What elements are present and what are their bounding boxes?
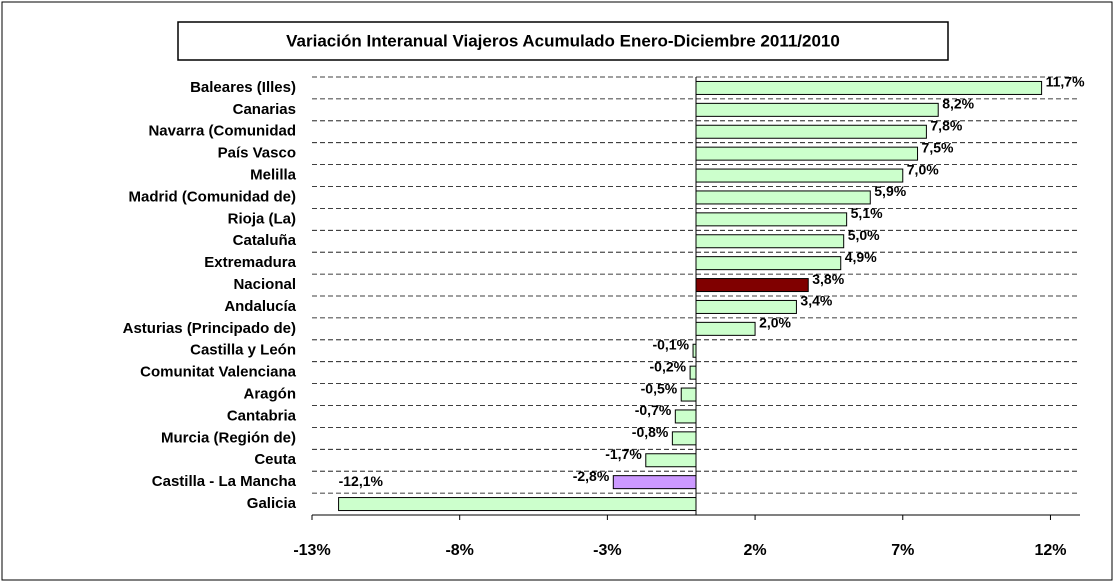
x-tick-label: -13% — [293, 542, 330, 559]
y-tick-label: Castilla y León — [190, 342, 296, 359]
bar — [695, 256, 842, 271]
value-label: 8,2% — [942, 96, 974, 112]
bar — [695, 321, 756, 336]
value-label: -12,1% — [339, 473, 384, 489]
y-tick-label: Andalucía — [224, 298, 296, 315]
value-label: -0,5% — [641, 380, 678, 396]
bar — [645, 453, 697, 468]
bar — [680, 387, 697, 402]
bar — [695, 190, 871, 205]
y-tick-label: Castilla - La Mancha — [152, 473, 297, 490]
y-tick-label: Baleares (Illes) — [190, 79, 296, 96]
title-box — [177, 21, 949, 61]
y-tick-label: Aragón — [244, 386, 297, 403]
chart-title: Variación Interanual Viajeros Acumulado … — [286, 31, 840, 50]
y-tick-label: Nacional — [233, 276, 296, 293]
value-label: 7,8% — [930, 117, 962, 133]
bar — [695, 234, 845, 249]
value-label: -0,8% — [632, 424, 669, 440]
bar — [695, 80, 1043, 95]
bar — [338, 497, 697, 512]
y-tick-label: Comunitat Valenciana — [140, 364, 297, 381]
x-tick-label: 2% — [744, 542, 767, 559]
value-label: -0,7% — [635, 402, 672, 418]
x-tick-label: -8% — [445, 542, 473, 559]
y-tick-label: Galicia — [247, 495, 297, 512]
y-tick-label: Canarias — [233, 101, 296, 118]
bar — [695, 168, 904, 183]
bar — [695, 102, 939, 117]
y-tick-label: Extremadura — [204, 254, 296, 271]
value-label: -1,7% — [605, 446, 642, 462]
y-tick-label: Rioja (La) — [228, 210, 296, 227]
bar — [612, 475, 697, 490]
y-tick-label: Asturias (Principado de) — [123, 320, 296, 337]
y-tick-label: País Vasco — [218, 145, 296, 162]
x-tick-label: 7% — [891, 542, 914, 559]
y-tick-label: Melilla — [250, 167, 297, 184]
bar — [695, 212, 848, 227]
bar — [671, 431, 697, 446]
value-label: 3,8% — [812, 271, 844, 287]
value-label: 11,7% — [1046, 74, 1085, 90]
value-label: 4,9% — [845, 249, 877, 265]
bar — [695, 299, 797, 314]
x-tick-label: -3% — [593, 542, 621, 559]
y-tick-label: Ceuta — [254, 451, 296, 468]
value-label: 7,0% — [907, 161, 939, 177]
bar — [695, 124, 927, 139]
y-tick-label: Murcia (Región de) — [161, 429, 296, 446]
y-tick-label: Navarra (Comunidad — [148, 123, 296, 140]
value-label: 5,0% — [848, 227, 880, 243]
bar — [695, 278, 809, 293]
y-tick-label: Madrid (Comunidad de) — [129, 188, 297, 205]
y-tick-label: Cantabria — [227, 407, 297, 424]
value-label: 7,5% — [922, 139, 954, 155]
bar — [695, 146, 919, 161]
value-label: 3,4% — [800, 293, 832, 309]
value-label: -0,1% — [652, 336, 689, 352]
y-tick-label: Cataluña — [233, 232, 297, 249]
bar — [689, 365, 697, 380]
value-label: -0,2% — [650, 358, 687, 374]
value-label: 2,0% — [759, 315, 791, 331]
value-label: 5,1% — [851, 205, 883, 221]
value-label: -2,8% — [573, 468, 610, 484]
bar — [674, 409, 697, 424]
x-tick-label: 12% — [1034, 542, 1066, 559]
value-label: 5,9% — [874, 183, 906, 199]
